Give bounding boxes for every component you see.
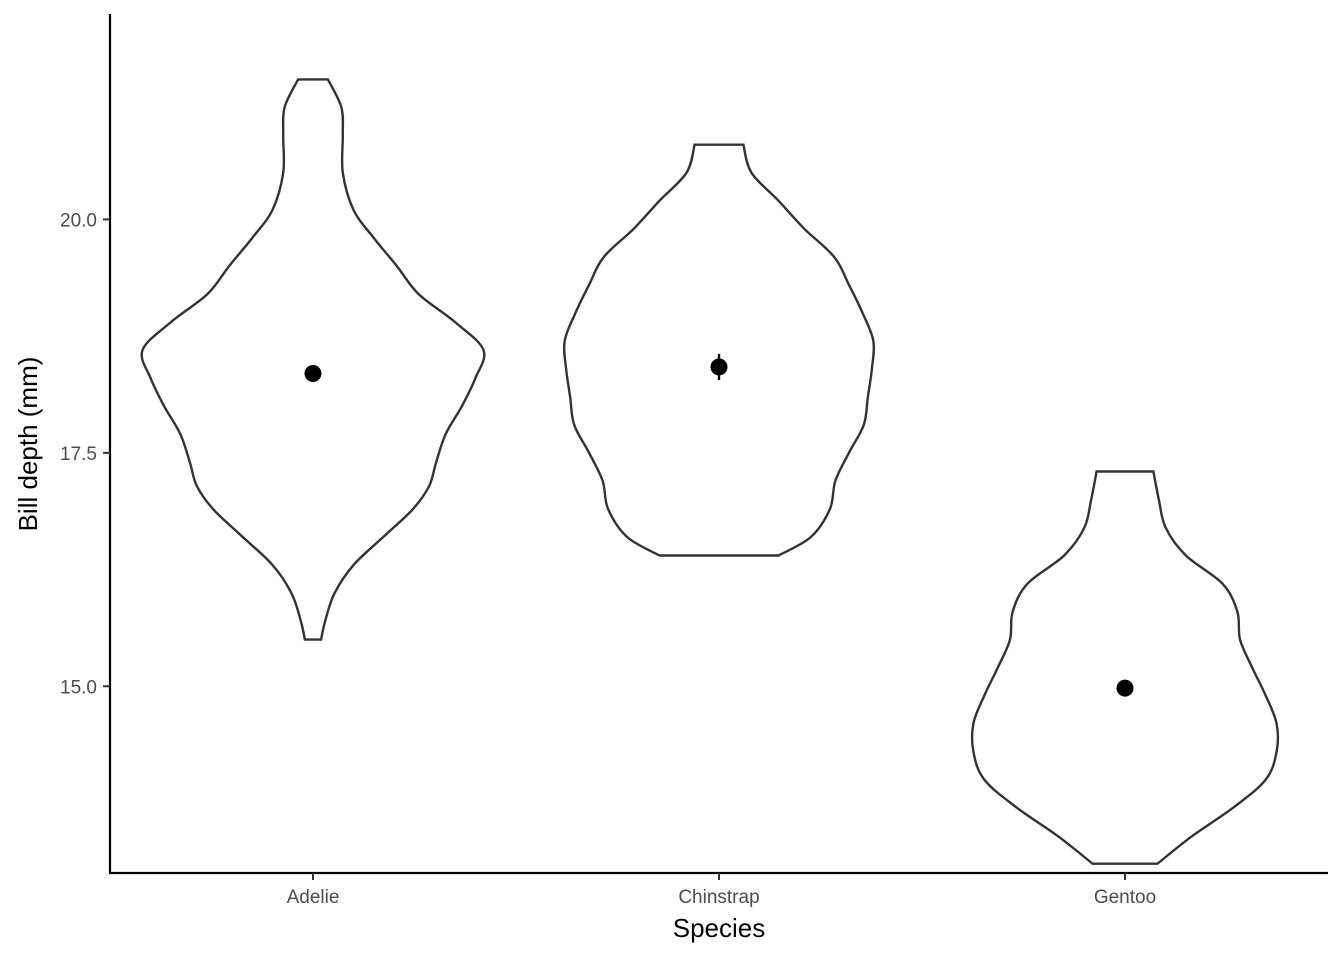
mean-point-layer [304, 353, 1134, 697]
violin-gentoo [970, 470, 1280, 865]
x-tick-label: Gentoo [1094, 887, 1156, 908]
y-tick-label: 17.5 [60, 444, 97, 465]
x-axis-ticks: Adelie Chinstrap Gentoo [287, 873, 1156, 908]
violin-layer [140, 78, 1280, 865]
mean-point-chinstrap [710, 358, 728, 376]
violin-adelie [140, 78, 486, 641]
y-tick-label: 15.0 [60, 677, 97, 698]
x-tick-label: Chinstrap [678, 887, 759, 908]
x-tick-label: Adelie [287, 887, 340, 908]
y-axis-ticks: 15.0 17.5 20.0 [60, 210, 110, 698]
x-axis-title: Species [673, 913, 766, 943]
mean-point-adelie [304, 364, 322, 382]
y-tick-label: 20.0 [60, 210, 97, 231]
mean-point-gentoo [1116, 679, 1134, 697]
violin-chinstrap [562, 143, 876, 557]
y-axis-title: Bill depth (mm) [13, 357, 43, 532]
